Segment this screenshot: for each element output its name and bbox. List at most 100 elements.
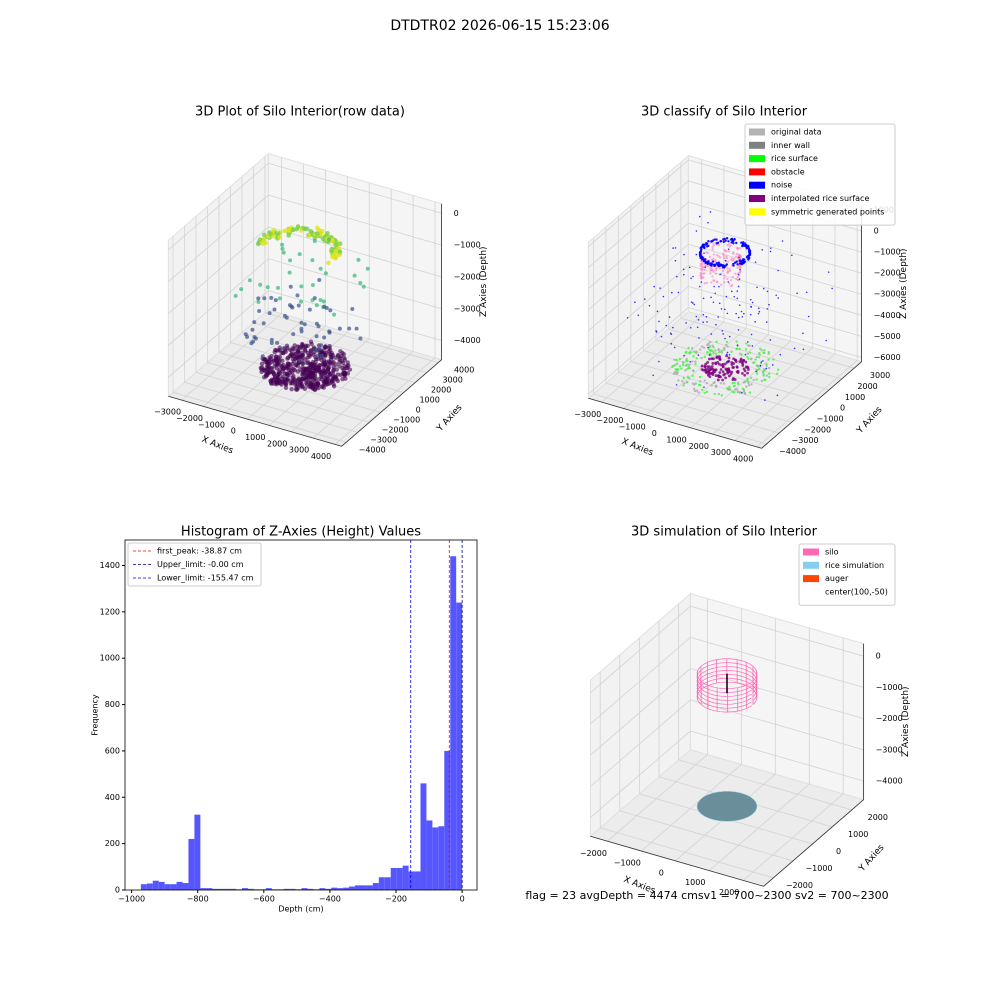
cloud-dot — [701, 243, 705, 246]
cloud-dot — [310, 363, 316, 369]
cloud-dot — [759, 364, 762, 367]
cloud-dot — [740, 361, 744, 364]
cloud-dot — [718, 302, 721, 305]
cloud-dot — [767, 358, 770, 361]
cloud-dot — [717, 348, 720, 352]
cloud-dot — [754, 358, 757, 361]
cloud-dot — [758, 310, 761, 313]
cloud-dot — [291, 332, 296, 337]
cloud-dot — [713, 238, 716, 241]
grid-line — [172, 391, 347, 443]
cloud-dot — [688, 266, 691, 269]
y-tick-label: 0 — [836, 847, 841, 856]
cloud-dot — [728, 385, 731, 389]
cloud-dot — [284, 315, 289, 320]
cloud-dot — [677, 379, 680, 382]
rice-disk — [696, 791, 758, 822]
cloud-dot — [736, 266, 739, 269]
y-tick-label: 1200 — [100, 607, 120, 616]
cloud-dot — [365, 266, 370, 271]
cloud-dot — [733, 381, 736, 384]
cloud-dot — [723, 362, 727, 366]
cloud-dot — [766, 290, 769, 293]
cloud-dot — [755, 355, 759, 359]
cloud-dot — [726, 243, 729, 247]
y-tick-label: 3000 — [870, 371, 890, 380]
grid-line — [690, 699, 864, 751]
z-tick-label: 0 — [454, 209, 459, 218]
grid-line — [264, 312, 439, 364]
cloud-dot — [721, 269, 724, 273]
figure-title: DTDTR02 2026-06-15 15:23:06 — [390, 18, 609, 34]
cloud-dot — [300, 352, 306, 358]
cloud-dot — [306, 365, 311, 370]
cloud-dot — [307, 307, 312, 312]
cloud-dot — [689, 360, 692, 363]
x-axis-label: Depth (cm) — [278, 905, 323, 914]
cloud-dot — [688, 377, 691, 380]
cloud-dot — [314, 383, 320, 388]
cloud-dot — [702, 346, 706, 349]
cloud-dot — [310, 373, 316, 378]
cloud-dot — [652, 374, 654, 377]
cloud-dot — [295, 348, 300, 353]
legend-label: auger — [825, 574, 849, 583]
cloud-dot — [340, 366, 345, 371]
cloud-dot — [699, 348, 702, 351]
x-tick-label: −2000 — [176, 414, 203, 423]
cloud-dot — [738, 278, 741, 280]
y-tick-label: 4000 — [454, 366, 474, 375]
cloud-dot — [742, 367, 746, 371]
cloud-dot — [276, 374, 281, 380]
hist-bar — [170, 884, 177, 890]
cloud-dot — [742, 359, 746, 362]
cloud-dot — [626, 316, 629, 319]
cloud-dot — [680, 367, 683, 370]
cloud-dot — [699, 247, 702, 250]
cloud-dot — [769, 339, 772, 341]
cloud-dot — [703, 379, 706, 382]
cloud-dot — [727, 360, 729, 363]
cloud-dot — [750, 306, 752, 308]
cloud-dot — [329, 248, 334, 254]
cloud-dot — [315, 231, 320, 237]
x-tick-label: 4000 — [311, 452, 331, 461]
cloud-dot — [668, 316, 671, 318]
cloud-dot — [297, 358, 302, 363]
cloud-dot — [290, 361, 295, 367]
cloud-dot — [763, 378, 766, 382]
cloud-dot — [286, 372, 291, 378]
cloud-dot — [699, 383, 702, 387]
cloud-dot — [715, 238, 718, 241]
y-tick-label: 2000 — [857, 382, 877, 391]
cloud-dot — [715, 261, 719, 265]
grid-line — [688, 201, 862, 253]
cloud-dot — [805, 291, 808, 294]
hist-bar — [444, 750, 451, 890]
cloud-dot — [714, 374, 718, 377]
cloud-dot — [720, 283, 723, 286]
cloud-dot — [347, 326, 352, 331]
legend-swatch — [749, 181, 765, 189]
cloud-dot — [706, 251, 710, 255]
cloud-dot — [719, 273, 721, 276]
chart-title: 3D Plot of Silo Interior(row data) — [195, 105, 405, 120]
cloud-dot — [735, 260, 738, 263]
cloud-dot — [728, 267, 731, 271]
cloud-dot — [712, 301, 715, 304]
x-tick-label: 1000 — [685, 878, 705, 887]
cloud-dot — [724, 337, 726, 340]
cloud-dot — [692, 387, 696, 391]
cloud-dot — [747, 357, 750, 360]
cloud-dot — [715, 356, 719, 360]
cloud-dot — [700, 258, 704, 261]
cloud-dot — [731, 377, 735, 380]
cloud-dot — [723, 281, 726, 284]
grid-line — [268, 226, 442, 278]
cloud-dot — [802, 332, 804, 335]
grid-line — [688, 307, 862, 358]
cloud-dot — [256, 300, 261, 305]
cloud-dot — [273, 298, 278, 303]
cloud-dot — [702, 297, 705, 300]
cloud-dot — [707, 346, 709, 349]
